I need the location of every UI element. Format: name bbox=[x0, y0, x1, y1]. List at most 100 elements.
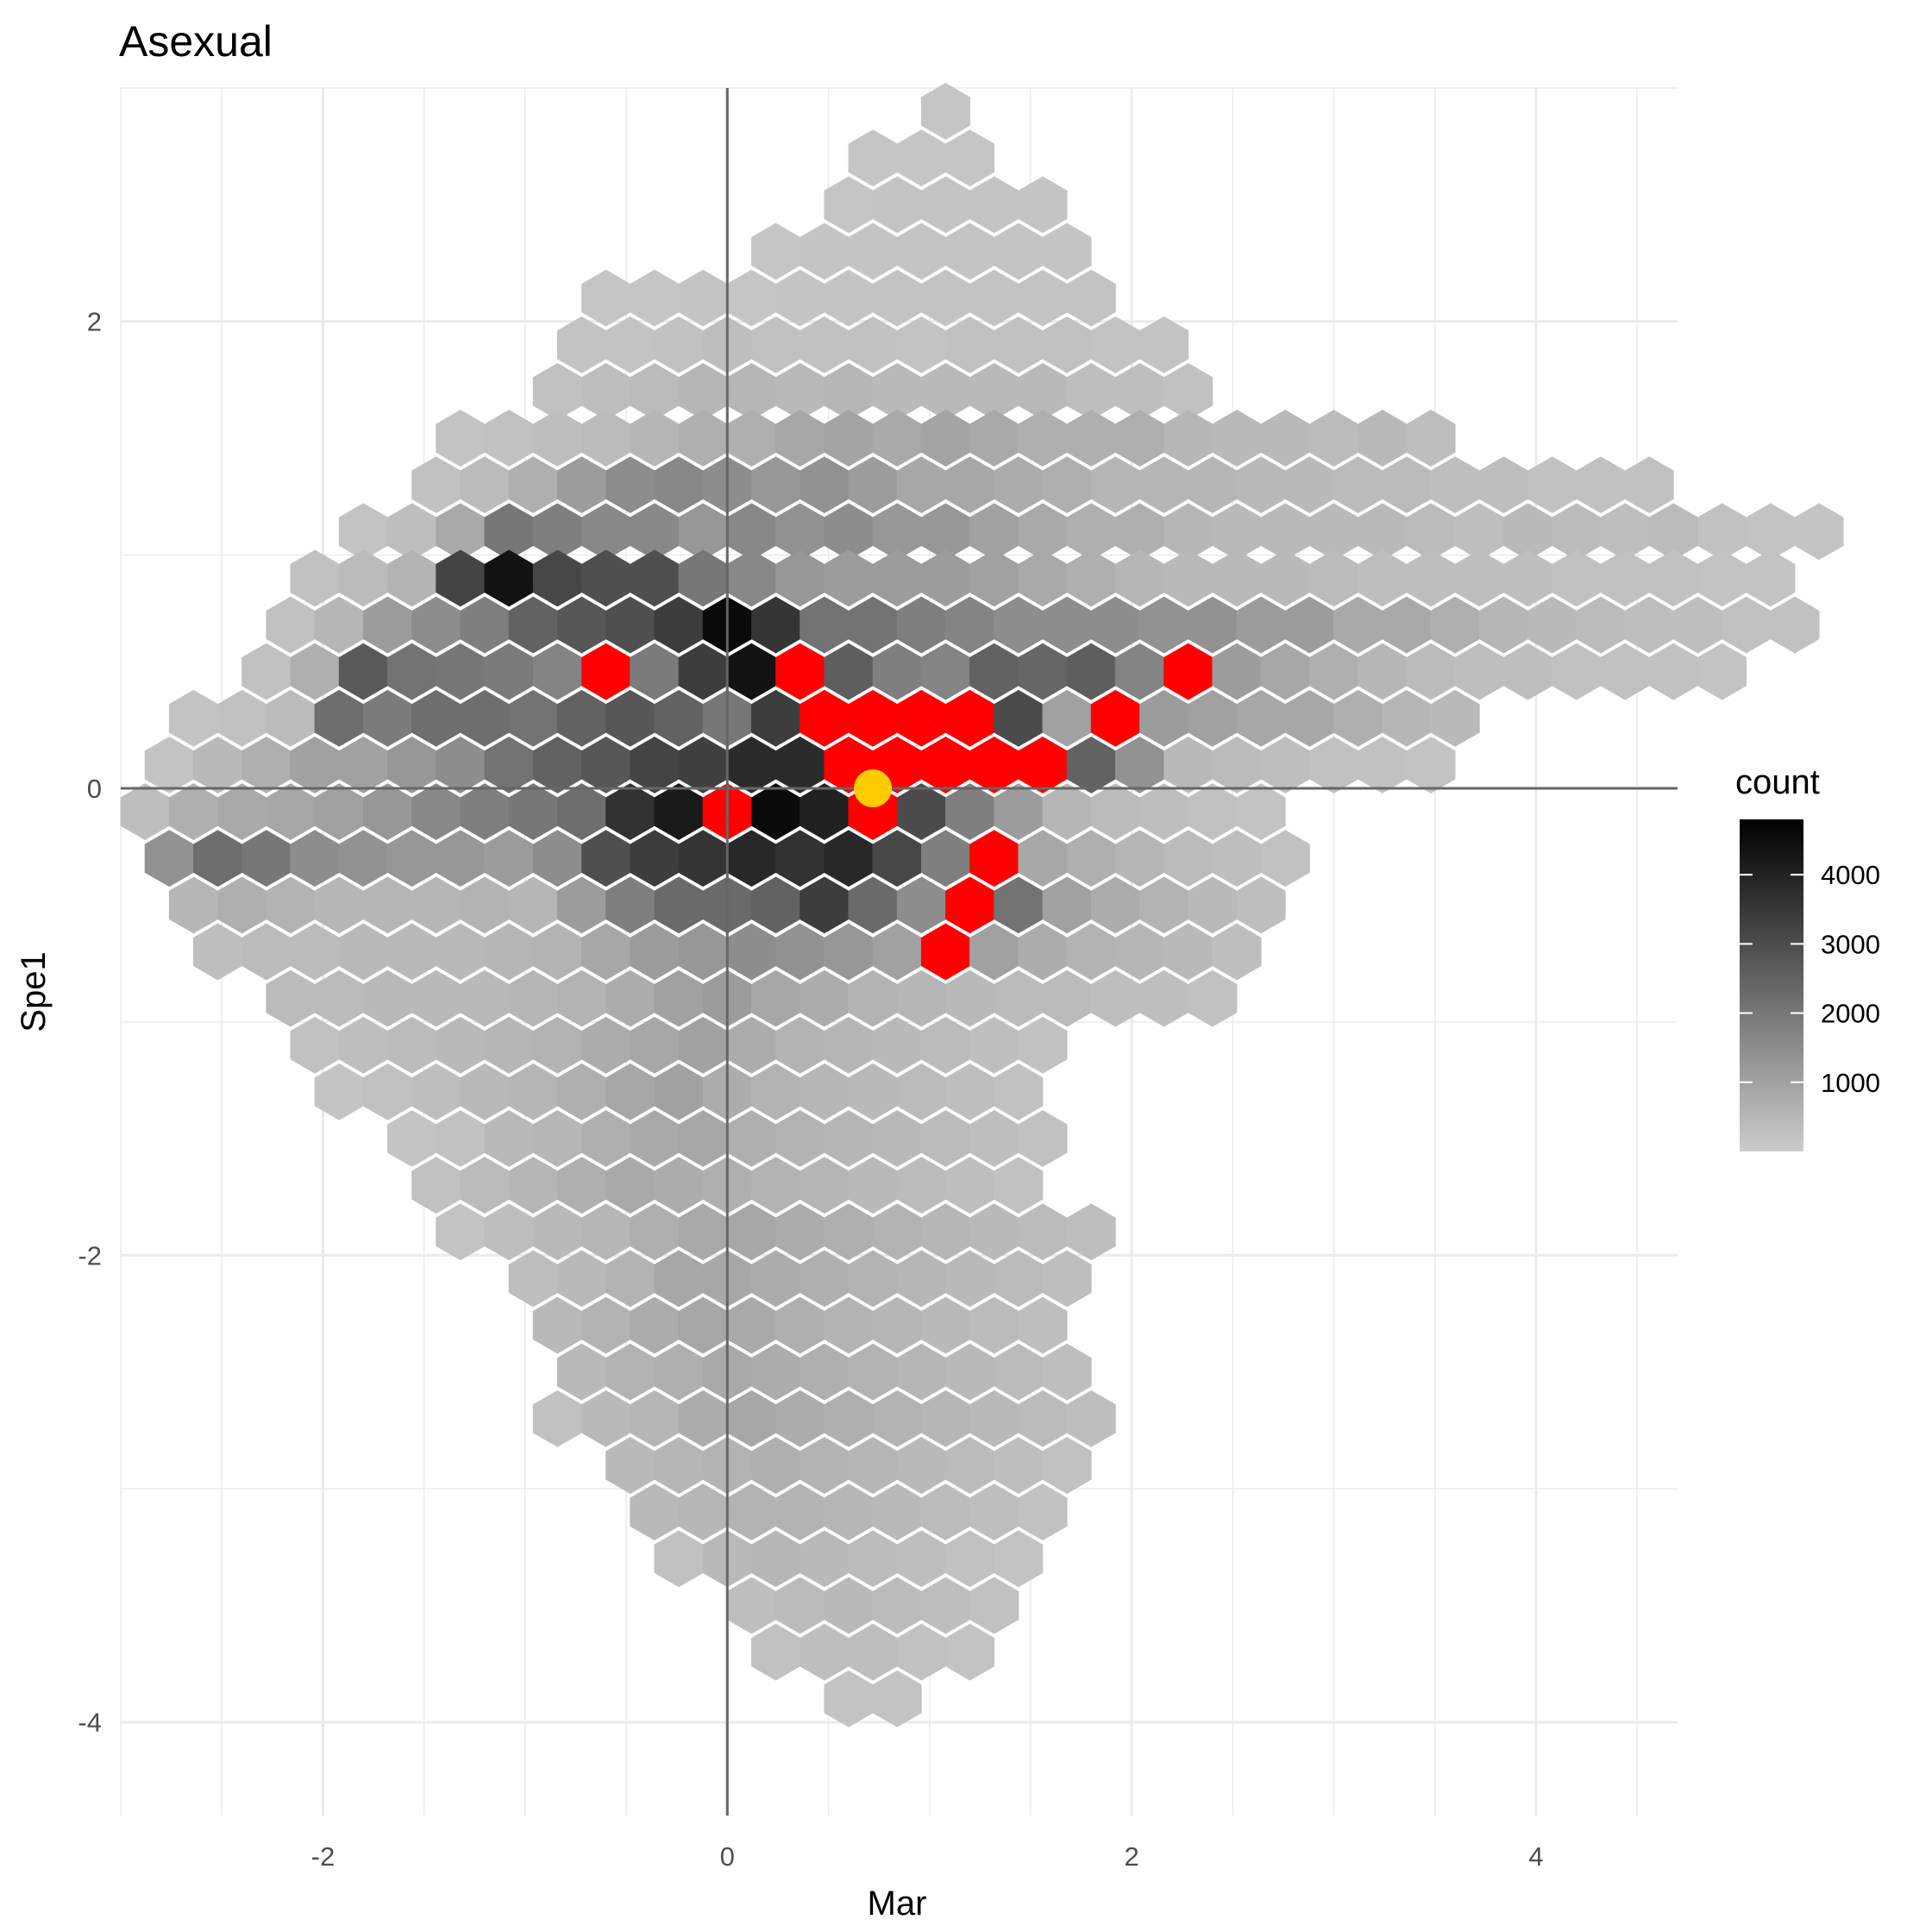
hex-cell bbox=[678, 643, 728, 700]
hex-cell bbox=[848, 596, 898, 654]
hex-cell bbox=[484, 549, 534, 607]
hex-cell bbox=[896, 783, 946, 841]
chart-title: Asexual bbox=[119, 17, 273, 66]
hex-cell bbox=[144, 830, 194, 888]
hex-cell bbox=[920, 1110, 970, 1167]
hex-cell bbox=[1212, 830, 1262, 888]
hex-cell bbox=[581, 923, 631, 981]
hex-cell bbox=[1188, 596, 1238, 654]
hex-cell bbox=[1600, 549, 1650, 607]
hex-cell bbox=[532, 923, 582, 981]
hex-cell bbox=[969, 269, 1019, 327]
hex-cell bbox=[751, 969, 800, 1027]
hex-cell bbox=[726, 410, 776, 467]
hex-cell bbox=[1697, 643, 1747, 700]
hex-cell bbox=[556, 596, 606, 654]
hex-cell bbox=[824, 549, 874, 607]
hex-cell bbox=[872, 549, 922, 607]
hex-cell bbox=[1478, 596, 1528, 654]
hex-cell bbox=[848, 1530, 898, 1588]
hex-cell bbox=[654, 1157, 704, 1214]
hex-cell bbox=[945, 596, 995, 654]
hex-cell bbox=[1478, 456, 1528, 514]
hex-cell bbox=[800, 1437, 850, 1494]
x-tick-label: 4 bbox=[1528, 1841, 1543, 1872]
hex-cell bbox=[1552, 643, 1602, 700]
hex-cell bbox=[872, 1296, 922, 1354]
hex-cell bbox=[1114, 643, 1164, 700]
hex-cell bbox=[1066, 410, 1116, 467]
hex-cell bbox=[556, 316, 606, 373]
hex-cell bbox=[994, 1437, 1044, 1494]
hex-cell bbox=[411, 969, 461, 1027]
hex-cell bbox=[362, 596, 413, 654]
hex-cell bbox=[1212, 643, 1262, 700]
hex-cell bbox=[1697, 549, 1747, 607]
hex-cell bbox=[436, 1110, 486, 1167]
highlight-hex bbox=[848, 689, 898, 747]
hex-cell bbox=[1018, 176, 1068, 234]
hex-cell bbox=[969, 1203, 1019, 1261]
hex-cell bbox=[678, 549, 728, 607]
hex-cell bbox=[1430, 456, 1480, 514]
hex-cell bbox=[920, 1389, 970, 1447]
hex-cell bbox=[605, 1157, 656, 1214]
hex-cell bbox=[290, 737, 340, 794]
hex-cell bbox=[1164, 549, 1214, 607]
hex-cell bbox=[605, 596, 656, 654]
hex-cell bbox=[386, 830, 437, 888]
hex-cell bbox=[508, 969, 558, 1027]
hex-cell bbox=[1309, 643, 1358, 700]
hex-cell bbox=[896, 1530, 946, 1588]
hex-cell bbox=[1333, 596, 1383, 654]
hex-cell bbox=[242, 737, 292, 794]
hex-cell bbox=[1284, 689, 1334, 747]
hex-cell bbox=[775, 1110, 825, 1167]
hex-cell bbox=[436, 549, 486, 607]
hex-cell bbox=[1260, 643, 1310, 700]
hex-cell bbox=[1188, 876, 1238, 934]
hex-cell bbox=[1139, 456, 1189, 514]
hex-cell bbox=[945, 969, 995, 1027]
hex-cell bbox=[920, 176, 970, 234]
hex-cell bbox=[726, 1389, 776, 1447]
hex-cell bbox=[775, 1203, 825, 1261]
hex-cell bbox=[800, 876, 850, 934]
hex-cell bbox=[508, 689, 558, 747]
hex-cell bbox=[872, 1016, 922, 1074]
hex-cell bbox=[1358, 549, 1408, 607]
hex-cell bbox=[630, 1110, 680, 1167]
hex-cell bbox=[920, 1577, 970, 1634]
hex-cell bbox=[362, 876, 413, 934]
hex-cell bbox=[1236, 456, 1286, 514]
hex-cell bbox=[556, 1250, 606, 1308]
hex-cell bbox=[290, 1016, 340, 1074]
hex-cell bbox=[1188, 689, 1238, 747]
hex-cell bbox=[508, 876, 558, 934]
hex-cell bbox=[581, 830, 631, 888]
hex-cell bbox=[678, 1016, 728, 1074]
hex-cell bbox=[217, 876, 267, 934]
hex-cell bbox=[436, 830, 486, 888]
highlight-hex bbox=[945, 689, 995, 747]
hex-cell bbox=[945, 1437, 995, 1494]
hex-cell bbox=[678, 410, 728, 467]
hex-cell bbox=[144, 737, 194, 794]
hex-cell bbox=[824, 269, 874, 327]
hex-cell bbox=[1018, 1296, 1068, 1354]
hex-cell bbox=[1164, 410, 1214, 467]
hex-cell bbox=[751, 1530, 800, 1588]
hex-cell bbox=[1018, 830, 1068, 888]
hex-cell bbox=[605, 1437, 656, 1494]
hex-cell bbox=[460, 876, 510, 934]
hex-cell bbox=[630, 1389, 680, 1447]
highlight-hex bbox=[969, 830, 1019, 888]
hex-cell bbox=[436, 1016, 486, 1074]
hex-cell bbox=[630, 643, 680, 700]
hex-cell bbox=[386, 1016, 437, 1074]
hex-cell bbox=[1018, 1016, 1068, 1074]
hex-cell bbox=[1406, 643, 1456, 700]
y-tick-labels: -4 -2 0 2 bbox=[78, 307, 102, 1738]
hex-cell bbox=[945, 1063, 995, 1120]
hex-cell bbox=[678, 830, 728, 888]
